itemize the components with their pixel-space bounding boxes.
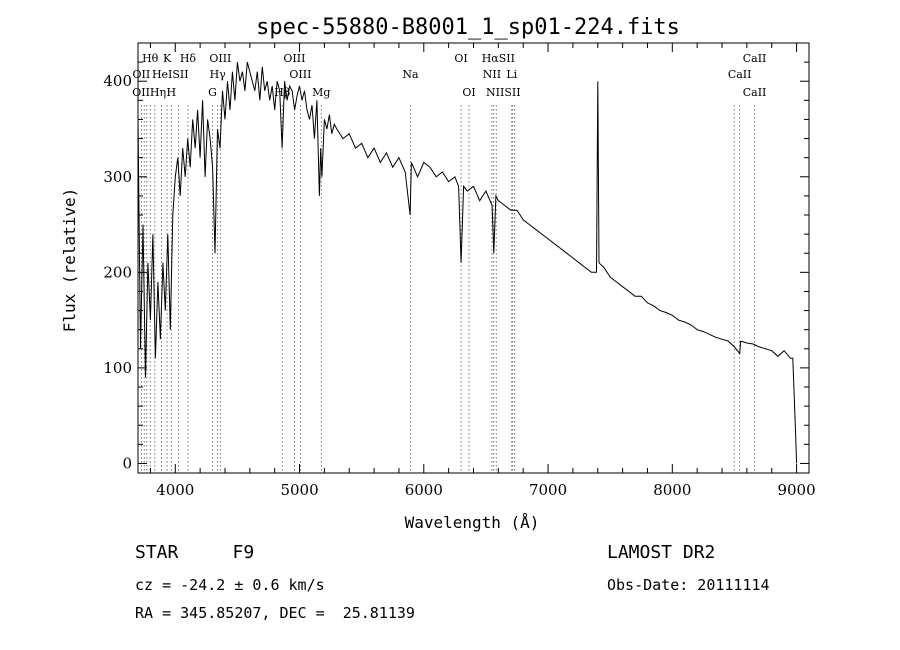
line-label-11: OIII bbox=[289, 68, 311, 81]
chart-title: spec-55880-B8001_1_sp01-224.fits bbox=[256, 15, 680, 40]
line-label-13: NII bbox=[483, 68, 501, 81]
line-label-17: H bbox=[167, 86, 177, 99]
x-axis-ticks: 4000 5000 6000 7000 8000 9000 bbox=[149, 43, 816, 499]
line-label-8: OII bbox=[132, 68, 150, 81]
line-label-16: OIIHη bbox=[132, 86, 166, 99]
plot-frame bbox=[137, 42, 810, 474]
x-tick-label-7000: 7000 bbox=[529, 481, 567, 499]
y-tick-label-200: 200 bbox=[103, 263, 132, 281]
sky-coordinates: RA = 345.85207, DEC = 25.81139 bbox=[135, 604, 415, 622]
y-tick-label-400: 400 bbox=[103, 72, 132, 90]
x-axis-label: Wavelength (Å) bbox=[405, 513, 540, 532]
line-label-12: Na bbox=[402, 68, 419, 81]
line-label-5: OI bbox=[454, 52, 467, 65]
y-tick-label-100: 100 bbox=[103, 359, 132, 377]
y-axis-label: Flux (relative) bbox=[60, 188, 79, 333]
line-label-22: NIISII bbox=[486, 86, 521, 99]
line-label-7: CaII bbox=[743, 52, 767, 65]
observation-date: Obs-Date: 20111114 bbox=[607, 576, 770, 594]
y-axis-ticks: 0 100 200 300 400 bbox=[103, 61, 809, 472]
y-tick-label-0: 0 bbox=[122, 454, 132, 472]
x-tick-label-4000: 4000 bbox=[156, 481, 194, 499]
spectrum-line bbox=[137, 61, 798, 464]
line-label-15: CaII bbox=[728, 68, 752, 81]
y-tick-label-300: 300 bbox=[103, 168, 132, 186]
line-annotations: Hθ K Hδ OIII OIII OI HαSII CaII OII HeISII Hγ OIII N… bbox=[132, 52, 766, 99]
x-tick-label-9000: 9000 bbox=[777, 481, 815, 499]
line-label-10: Hγ bbox=[210, 68, 227, 81]
line-label-0: Hθ bbox=[142, 52, 159, 65]
line-label-23: CaII bbox=[743, 86, 767, 99]
redshift-value: cz = -24.2 ± 0.6 km/s bbox=[135, 576, 325, 594]
line-label-14: Li bbox=[506, 68, 517, 81]
x-tick-label-8000: 8000 bbox=[653, 481, 691, 499]
object-type: STAR F9 bbox=[135, 542, 255, 563]
line-label-4: OIII bbox=[283, 52, 305, 65]
spectrum-plot: spec-55880-B8001_1_sp01-224.fits Hθ K Hδ OI… bbox=[60, 15, 816, 532]
line-label-20: Mg bbox=[312, 86, 330, 99]
x-tick-label-5000: 5000 bbox=[280, 481, 318, 499]
line-label-18: G bbox=[208, 86, 217, 99]
line-label-1: K bbox=[163, 52, 172, 65]
line-label-2: Hδ bbox=[180, 52, 197, 65]
survey-name: LAMOST DR2 bbox=[607, 542, 716, 563]
line-label-21: OI bbox=[462, 86, 475, 99]
line-label-6: HαSII bbox=[482, 52, 515, 65]
line-markers bbox=[140, 105, 755, 473]
line-label-3: OIII bbox=[209, 52, 231, 65]
x-tick-label-6000: 6000 bbox=[405, 481, 443, 499]
line-label-9: HeISII bbox=[152, 68, 189, 81]
